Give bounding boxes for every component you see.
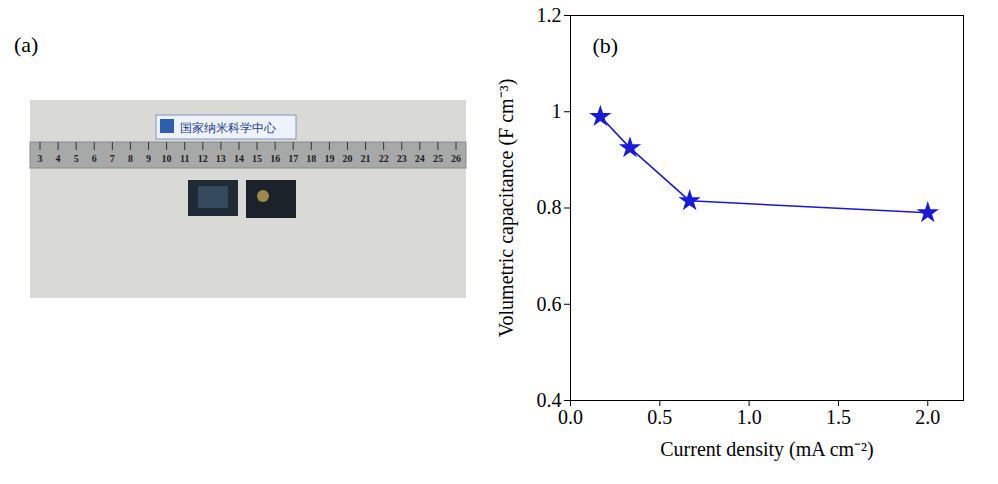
- svg-text:17: 17: [288, 153, 298, 164]
- svg-text:(b): (b): [593, 33, 619, 58]
- svg-text:(a): (a): [14, 32, 38, 57]
- svg-text:25: 25: [433, 153, 443, 164]
- svg-text:1.0: 1.0: [737, 406, 762, 428]
- svg-text:7: 7: [110, 153, 115, 164]
- svg-text:19: 19: [324, 153, 334, 164]
- svg-text:5: 5: [74, 153, 79, 164]
- svg-text:0.4: 0.4: [536, 388, 562, 411]
- svg-text:16: 16: [270, 153, 280, 164]
- svg-text:23: 23: [397, 153, 407, 164]
- svg-text:18: 18: [306, 153, 316, 164]
- svg-text:4: 4: [56, 153, 61, 164]
- svg-text:2.0: 2.0: [915, 406, 940, 428]
- svg-text:0.5: 0.5: [647, 406, 672, 428]
- svg-text:0.6: 0.6: [537, 293, 562, 315]
- svg-text:1.2: 1.2: [537, 4, 562, 26]
- svg-text:0.8: 0.8: [537, 196, 562, 218]
- svg-text:11: 11: [180, 153, 189, 164]
- svg-text:13: 13: [216, 153, 226, 164]
- svg-text:21: 21: [361, 153, 371, 164]
- svg-text:3: 3: [38, 153, 43, 164]
- svg-text:8: 8: [128, 153, 133, 164]
- svg-text:9: 9: [146, 153, 151, 164]
- svg-text:24: 24: [415, 153, 425, 164]
- svg-text:22: 22: [379, 153, 389, 164]
- svg-text:12: 12: [198, 153, 208, 164]
- svg-text:0.0: 0.0: [558, 406, 583, 428]
- svg-text:Volumetric capacitance (F cm⁻³: Volumetric capacitance (F cm⁻³): [495, 79, 518, 338]
- svg-text:14: 14: [234, 153, 244, 164]
- svg-text:国家纳米科学中心: 国家纳米科学中心: [180, 121, 276, 135]
- svg-text:Current density (mA cm⁻²): Current density (mA cm⁻²): [660, 438, 874, 461]
- svg-text:26: 26: [451, 153, 461, 164]
- svg-text:10: 10: [162, 153, 172, 164]
- svg-text:15: 15: [252, 153, 262, 164]
- svg-text:6: 6: [92, 153, 97, 164]
- svg-text:1: 1: [552, 100, 562, 122]
- svg-text:1.5: 1.5: [826, 406, 851, 428]
- svg-text:20: 20: [342, 153, 352, 164]
